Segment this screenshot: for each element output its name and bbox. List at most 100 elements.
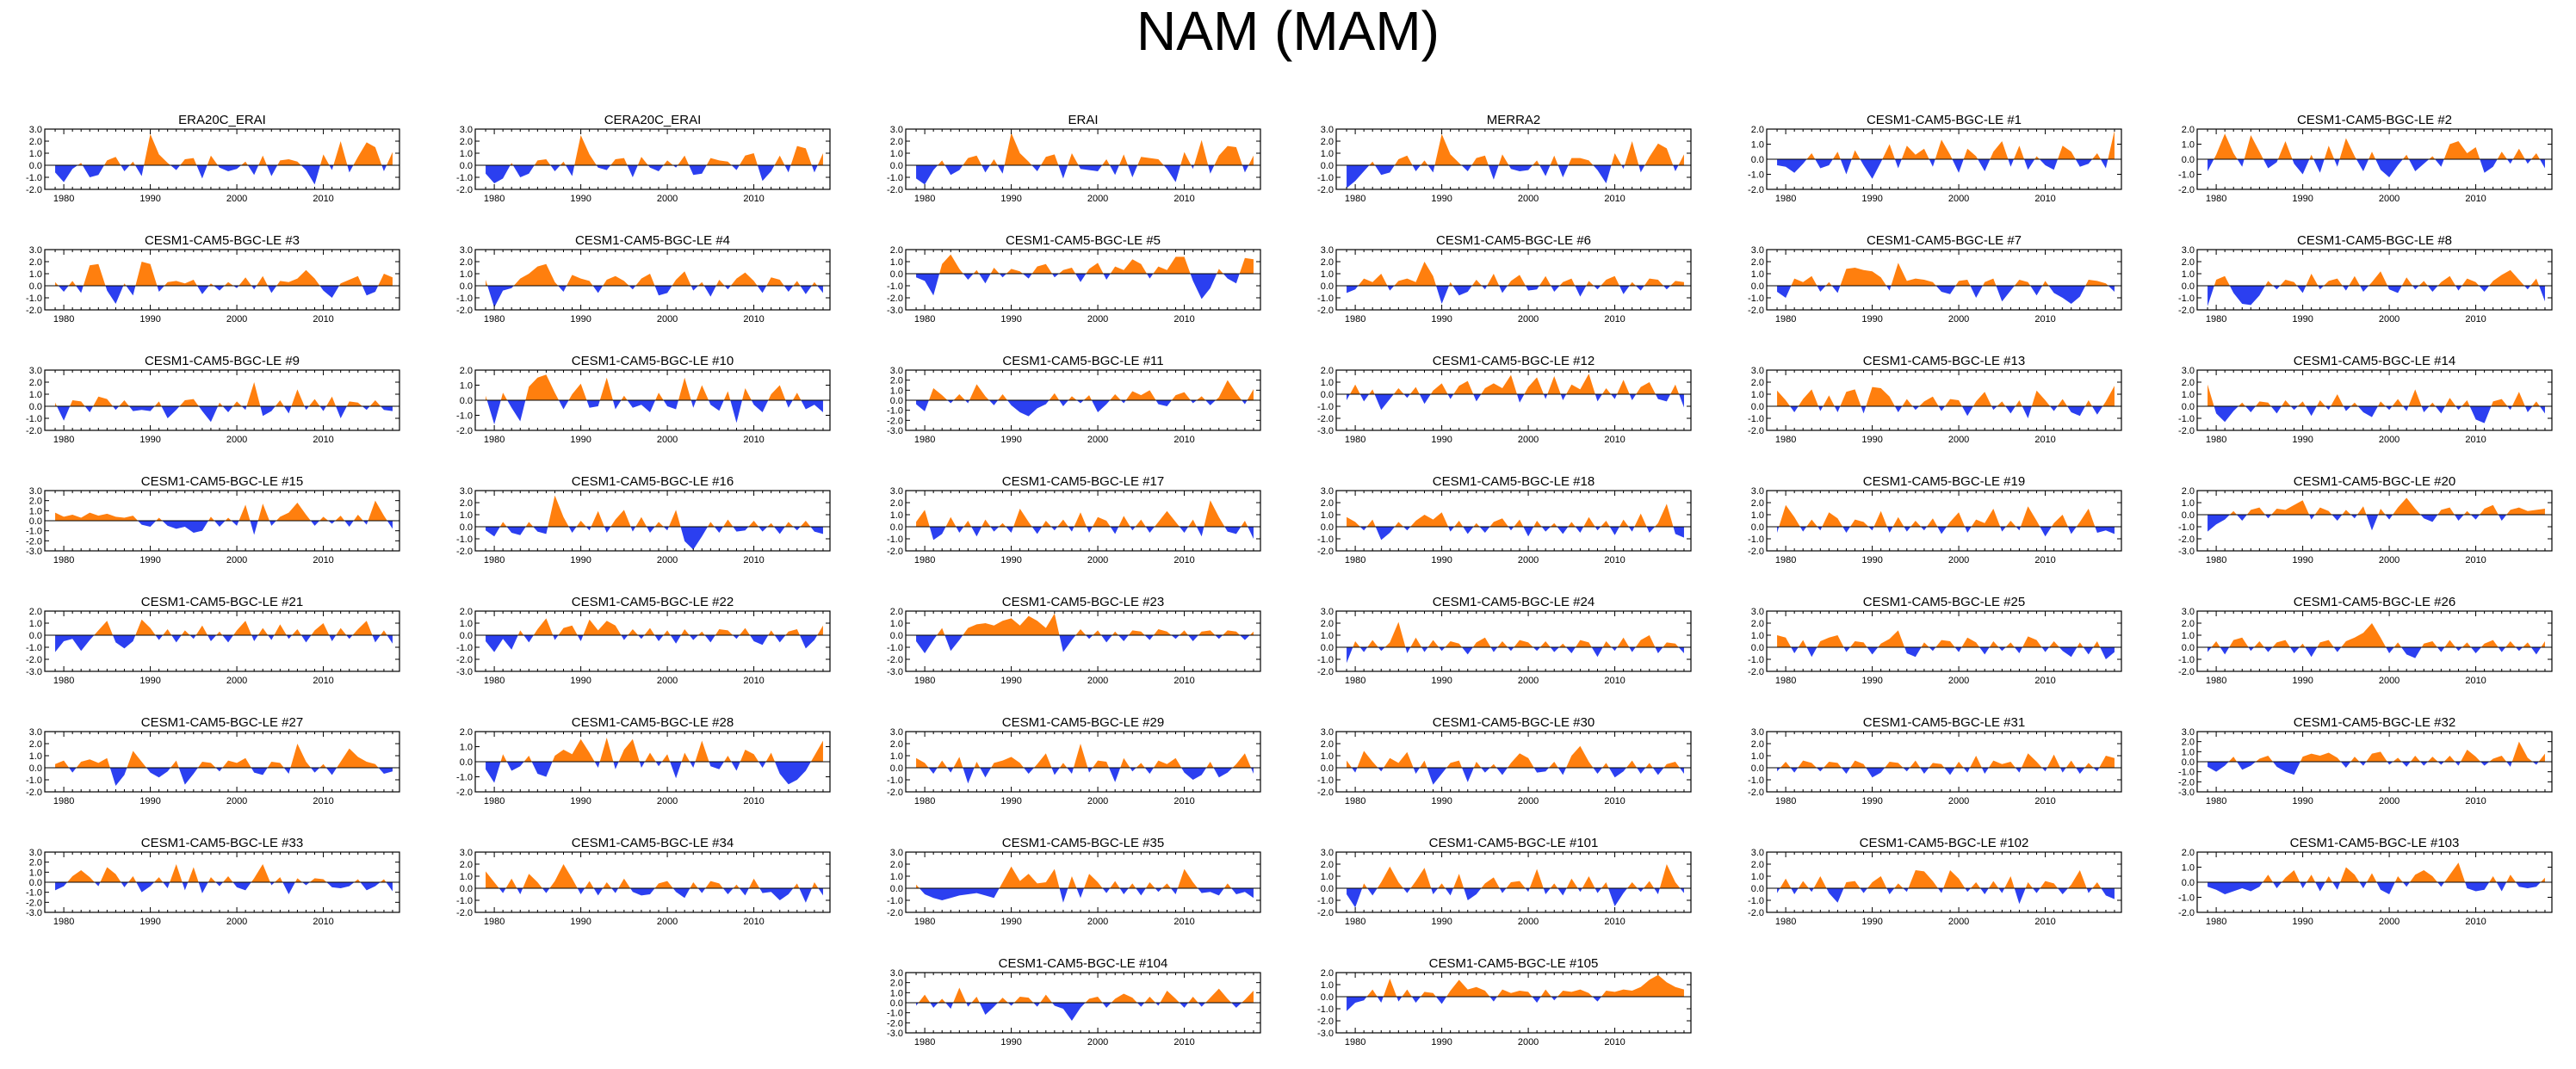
y-tick-label: 1.0 — [460, 743, 473, 753]
y-tick-label: -2.0 — [887, 655, 903, 665]
panel-plot-group: CESM1-CAM5-BGC-LE #35 -2.0 -1.0 0.0 1.0 2.0 3.… — [887, 836, 1261, 927]
y-tick-label: -1.0 — [456, 534, 473, 545]
y-tick-label: 1.0 — [1751, 390, 1764, 400]
y-tick-label: 0.0 — [460, 281, 473, 292]
y-tick-label: 1.0 — [1321, 631, 1334, 641]
y-tick-label: 2.0 — [2182, 257, 2195, 268]
y-tick-label: -1.0 — [887, 406, 903, 417]
x-tick-label: 2010 — [2034, 555, 2055, 565]
negative-anomaly-area — [916, 635, 1254, 653]
panel-plot-group: CESM1-CAM5-BGC-LE #12 -3.0 -2.0 -1.0 0.0 1.0 2… — [1317, 354, 1692, 445]
y-tick-label: 2.0 — [1751, 498, 1764, 509]
y-tick-label: 0.0 — [890, 631, 903, 641]
x-tick-label: 1990 — [2292, 555, 2313, 565]
panel-plot-group: ERAI -2.0 -1.0 0.0 1.0 2.0 3.0 1980 1990 2000 2010 — [887, 113, 1261, 204]
y-tick-label: -1.0 — [26, 294, 42, 304]
positive-anomaly-area — [2208, 384, 2545, 406]
panel-frame — [1766, 731, 2122, 793]
x-tick-label: 2000 — [1948, 314, 1969, 324]
y-tick-label: 1.0 — [2182, 269, 2195, 280]
x-tick-label: 2000 — [2379, 314, 2400, 324]
y-tick-label: -2.0 — [2178, 667, 2195, 677]
positive-anomaly-area — [916, 380, 1254, 400]
panel-40: CESM1-CAM5-BGC-LE #101 -2.0 -1.0 0.0 1.0 2.0 3… — [1317, 836, 1692, 927]
y-tick-label: 1.0 — [1321, 378, 1334, 388]
y-tick-label: 2.0 — [29, 858, 42, 868]
panel-4: MERRA2 -2.0 -1.0 0.0 1.0 2.0 3.0 1980 1990 2000 20… — [1317, 113, 1692, 204]
x-tick-label: 1980 — [914, 1037, 935, 1047]
panel-series-area — [475, 618, 830, 652]
panel-title: CESM1-CAM5-BGC-LE #1 — [1867, 113, 2022, 127]
y-tick-label: 2.0 — [890, 739, 903, 750]
x-tick-label: 2000 — [1948, 194, 1969, 204]
y-tick-label: -3.0 — [887, 1029, 903, 1039]
positive-anomaly-area — [916, 744, 1254, 768]
panel-5: CESM1-CAM5-BGC-LE #1 -2.0 -1.0 0.0 1.0 2.0 198… — [1748, 113, 2122, 204]
x-tick-label: 1990 — [1431, 676, 1452, 686]
panel-plot-group: CESM1-CAM5-BGC-LE #24 -2.0 -1.0 0.0 1.0 2.0 3.… — [1317, 595, 1692, 686]
y-tick-label: -2.0 — [1748, 788, 1764, 798]
panel-27: CESM1-CAM5-BGC-LE #23 -3.0 -2.0 -1.0 0.0 1.0 2… — [887, 595, 1261, 686]
positive-anomaly-area — [55, 382, 393, 406]
panel-plot-group: CESM1-CAM5-BGC-LE #105 -3.0 -2.0-1.00.01.0… — [1317, 956, 1692, 1047]
negative-anomaly-area — [1347, 768, 1684, 785]
y-tick-label: 1.0 — [1321, 980, 1334, 991]
y-tick-label: 0.0 — [2182, 878, 2195, 888]
y-tick-label: 0.0 — [1751, 643, 1764, 653]
y-tick-label: 0.0 — [29, 402, 42, 412]
y-tick-label: 3.0 — [1321, 486, 1334, 497]
y-tick-label: 1.0 — [1751, 631, 1764, 641]
y-tick-label: 1.0 — [460, 269, 473, 280]
y-tick-label: -2.0 — [2178, 777, 2195, 788]
panel-frame — [474, 851, 831, 913]
y-tick-label: 0.0 — [890, 396, 903, 406]
x-tick-label: 2010 — [2034, 314, 2055, 324]
negative-anomaly-area — [2208, 159, 2545, 177]
y-tick-label: -1.0 — [456, 411, 473, 422]
panel-title: CESM1-CAM5-BGC-LE #31 — [1863, 715, 2025, 730]
y-tick-label: 3.0 — [1321, 727, 1334, 738]
y-tick-label: -1.0 — [2178, 893, 2195, 904]
y-tick-label: -1.0 — [2178, 522, 2195, 533]
negative-anomaly-area — [1777, 527, 2115, 537]
panel-frame — [2196, 490, 2553, 552]
panel-title: CESM1-CAM5-BGC-LE #13 — [1863, 354, 2025, 368]
y-tick-label: -1.0 — [1317, 1004, 1334, 1015]
y-tick-label: 1.0 — [29, 506, 42, 516]
x-tick-label: 2000 — [1087, 555, 1108, 565]
positive-anomaly-area — [55, 619, 393, 635]
y-tick-label: -2.0 — [1317, 185, 1334, 195]
y-tick-label: -2.0 — [26, 788, 42, 798]
x-tick-label: 1980 — [1775, 917, 1796, 927]
y-tick-label: 2.0 — [1321, 968, 1334, 979]
x-tick-label: 1990 — [2292, 194, 2313, 204]
y-tick-label: 2.0 — [2182, 125, 2195, 135]
panel-series-area — [45, 382, 399, 423]
panel-plot-group: CESM1-CAM5-BGC-LE #27 -2.0 -1.00.01.02.03.… — [26, 715, 400, 806]
positive-anomaly-area — [1347, 504, 1684, 527]
x-tick-label: 2010 — [743, 435, 764, 445]
panel-title: CESM1-CAM5-BGC-LE #101 — [1429, 836, 1599, 850]
y-tick-label: 0.0 — [890, 884, 903, 894]
y-tick-label: 2.0 — [460, 607, 473, 617]
panel-title: CESM1-CAM5-BGC-LE #23 — [1002, 595, 1164, 609]
panel-plot-group: CESM1-CAM5-BGC-LE #102 -2.0 -1.0 0.0 1.0 2.0 3… — [1748, 836, 2122, 927]
y-tick-label: 2.0 — [1321, 498, 1334, 509]
panel-plot-group: CESM1-CAM5-BGC-LE #10 -2.0 -1.0 0.0 1.0 2.0 19… — [456, 354, 831, 445]
y-tick-label: -2.0 — [26, 898, 42, 908]
x-tick-label: 2000 — [657, 555, 678, 565]
panel-frame — [1335, 610, 1692, 672]
y-tick-label: -1.0 — [1317, 896, 1334, 906]
x-tick-label: 1990 — [2292, 435, 2313, 445]
negative-anomaly-area — [1777, 406, 2115, 418]
panel-plot-group: CESM1-CAM5-BGC-LE #30 -2.0 -1.00.01.02.03.… — [1317, 715, 1692, 806]
x-tick-label: 2000 — [1518, 676, 1539, 686]
x-tick-label: 2010 — [313, 435, 333, 445]
panel-series-area — [2197, 384, 2552, 423]
y-tick-label: -1.0 — [2178, 294, 2195, 304]
positive-anomaly-area — [1777, 130, 2115, 159]
y-tick-label: 1.0 — [1751, 751, 1764, 762]
positive-anomaly-area — [1777, 504, 2115, 527]
x-tick-label: 1980 — [53, 555, 74, 565]
x-tick-label: 1980 — [2206, 435, 2226, 445]
